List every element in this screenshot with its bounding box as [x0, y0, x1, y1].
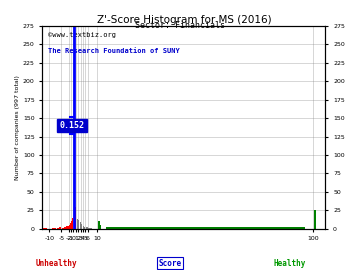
Bar	[314, 210, 316, 229]
Bar	[71, 221, 72, 229]
Text: Healthy: Healthy	[274, 259, 306, 268]
Text: ©www.textbiz.org: ©www.textbiz.org	[48, 32, 116, 38]
Bar	[57, 228, 59, 229]
Bar	[42, 228, 47, 229]
Bar	[87, 227, 88, 229]
Text: 0.152: 0.152	[59, 121, 85, 130]
Title: Z'-Score Histogram for MS (2016): Z'-Score Histogram for MS (2016)	[96, 15, 271, 25]
Text: Unhealthy: Unhealthy	[36, 259, 78, 268]
Bar	[82, 225, 83, 229]
Bar	[62, 228, 64, 229]
Y-axis label: Number of companies (997 total): Number of companies (997 total)	[15, 75, 20, 180]
Bar	[52, 228, 57, 229]
Bar	[80, 222, 81, 229]
Bar	[99, 225, 101, 229]
Bar	[83, 226, 84, 229]
Text: The Research Foundation of SUNY: The Research Foundation of SUNY	[48, 48, 180, 54]
Bar	[86, 227, 87, 229]
Bar	[88, 228, 93, 229]
Bar	[72, 218, 73, 229]
Bar	[84, 227, 85, 229]
Text: Score: Score	[158, 259, 181, 268]
Bar	[98, 221, 100, 229]
Bar	[59, 227, 62, 229]
Bar	[106, 227, 305, 229]
Bar	[66, 226, 69, 229]
Bar	[79, 221, 80, 229]
Bar	[69, 225, 70, 229]
Text: Sector: Financials: Sector: Financials	[135, 21, 225, 30]
Bar	[78, 220, 79, 229]
Bar	[81, 224, 82, 229]
Bar	[64, 227, 66, 229]
Bar	[70, 223, 71, 229]
Bar	[77, 218, 78, 229]
